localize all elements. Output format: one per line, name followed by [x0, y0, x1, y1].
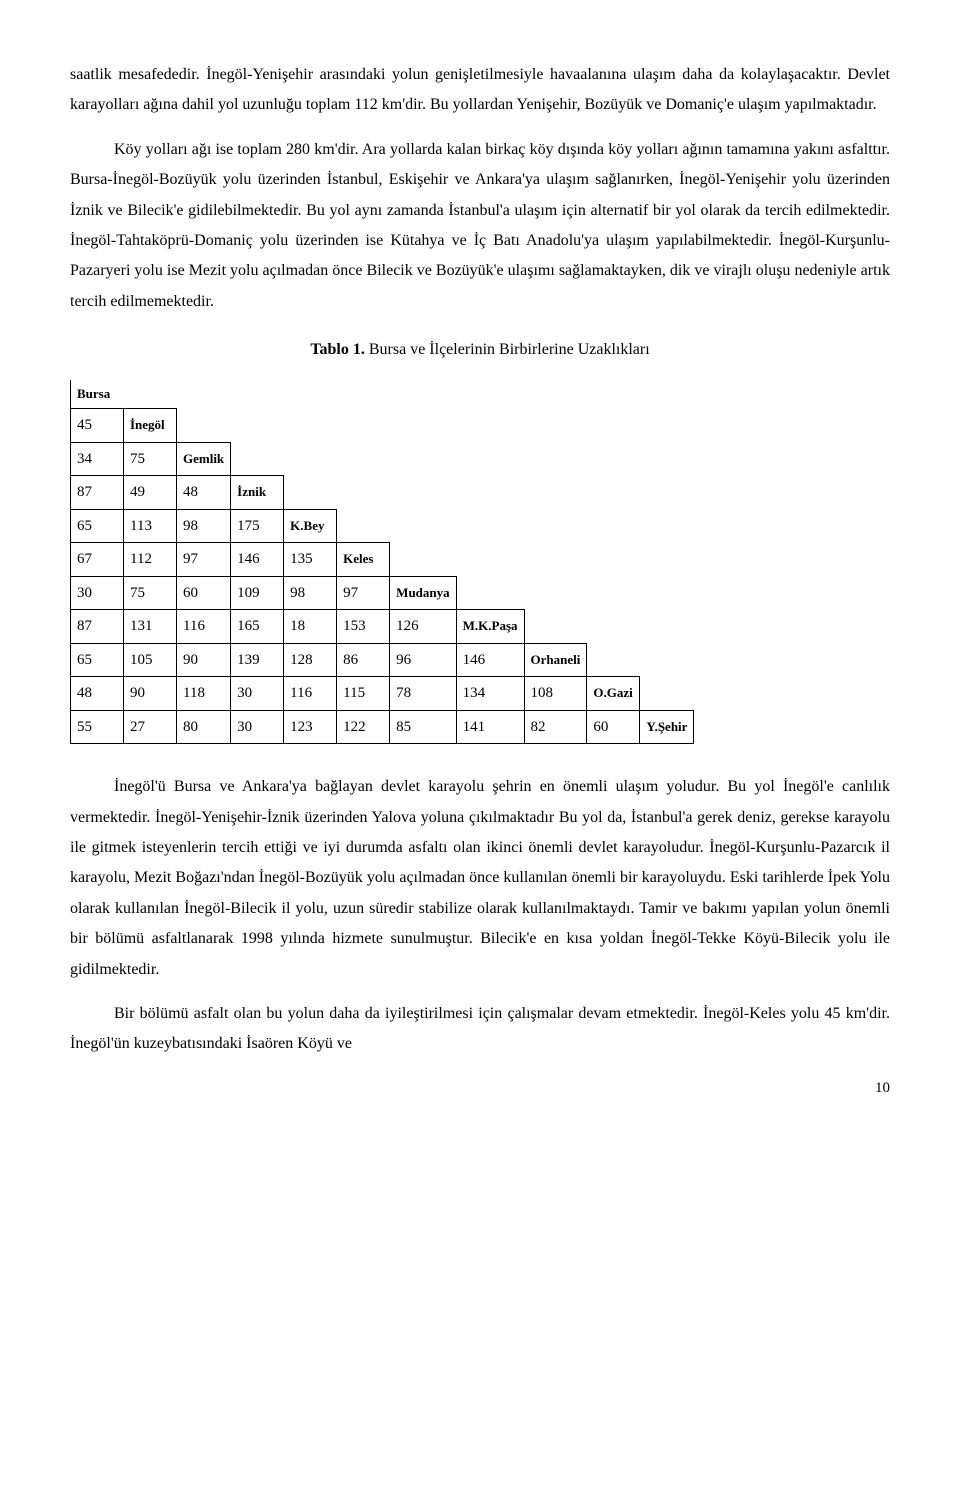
table-label: O.Gazi [587, 677, 640, 711]
table-cell: 146 [456, 643, 524, 677]
table-cell: 108 [524, 677, 587, 711]
table-cell: 115 [337, 677, 390, 711]
table-cell: 75 [124, 442, 177, 476]
table-label: Bursa [71, 380, 124, 409]
table-cell: 175 [231, 509, 284, 543]
table-cell: 97 [177, 543, 231, 577]
paragraph-3: İnegöl'ü Bursa ve Ankara'ya bağlayan dev… [70, 772, 890, 985]
table-cell: 113 [124, 509, 177, 543]
table-cell: 18 [284, 610, 337, 644]
table-cell: 67 [71, 543, 124, 577]
table-label: Gemlik [177, 442, 231, 476]
page-number: 10 [70, 1074, 890, 1103]
table-label: İnegöl [124, 409, 177, 443]
table-cell: 34 [71, 442, 124, 476]
table-cell: 123 [284, 710, 337, 744]
table-cell: 97 [337, 576, 390, 610]
table-cell: 45 [71, 409, 124, 443]
table-cell: 165 [231, 610, 284, 644]
table-cell: 118 [177, 677, 231, 711]
table-label: Mudanya [390, 576, 456, 610]
table-cell: 105 [124, 643, 177, 677]
table-cell: 48 [71, 677, 124, 711]
paragraph-2: Köy yolları ağı ise toplam 280 km'dir. A… [70, 135, 890, 317]
table-cell: 80 [177, 710, 231, 744]
table-label: Orhaneli [524, 643, 587, 677]
table-cell: 60 [177, 576, 231, 610]
table-cell: 75 [124, 576, 177, 610]
table-cell: 126 [390, 610, 456, 644]
table-cell: 30 [71, 576, 124, 610]
table-cell: 141 [456, 710, 524, 744]
table-cell: 116 [284, 677, 337, 711]
table-label: K.Bey [284, 509, 337, 543]
table-cell: 55 [71, 710, 124, 744]
table-cell: 30 [231, 677, 284, 711]
table-cell: 98 [284, 576, 337, 610]
paragraph-1: saatlik mesafededir. İnegöl-Yenişehir ar… [70, 60, 890, 121]
table-cell: 96 [390, 643, 456, 677]
table-cell: 128 [284, 643, 337, 677]
table-cell: 60 [587, 710, 640, 744]
table-cell: 135 [284, 543, 337, 577]
table-title-rest: Bursa ve İlçelerinin Birbirlerine Uzaklı… [365, 341, 650, 358]
table-cell: 27 [124, 710, 177, 744]
paragraph-4: Bir bölümü asfalt olan bu yolun daha da … [70, 999, 890, 1060]
table-cell: 87 [71, 476, 124, 510]
table-cell: 48 [177, 476, 231, 510]
table-cell: 85 [390, 710, 456, 744]
table-title: Tablo 1. Bursa ve İlçelerinin Birbirleri… [70, 335, 890, 365]
table-label: Y.Şehir [640, 710, 694, 744]
table-cell: 78 [390, 677, 456, 711]
table-cell: 82 [524, 710, 587, 744]
table-cell: 139 [231, 643, 284, 677]
table-cell: 153 [337, 610, 390, 644]
table-cell: 109 [231, 576, 284, 610]
table-cell: 86 [337, 643, 390, 677]
table-cell: 65 [71, 509, 124, 543]
table-cell: 122 [337, 710, 390, 744]
table-cell: 112 [124, 543, 177, 577]
table-cell: 131 [124, 610, 177, 644]
table-cell: 146 [231, 543, 284, 577]
distance-table: Bursa 45 İnegöl 34 75 Gemlik 87 49 48 İz… [70, 380, 694, 745]
table-cell: 90 [124, 677, 177, 711]
table-title-bold: Tablo 1. [310, 341, 365, 358]
table-label: M.K.Paşa [456, 610, 524, 644]
table-cell: 30 [231, 710, 284, 744]
table-cell: 134 [456, 677, 524, 711]
table-label: Keles [337, 543, 390, 577]
table-cell: 90 [177, 643, 231, 677]
table-cell: 65 [71, 643, 124, 677]
table-label: İznik [231, 476, 284, 510]
table-cell: 98 [177, 509, 231, 543]
table-cell: 87 [71, 610, 124, 644]
table-cell: 116 [177, 610, 231, 644]
table-cell: 49 [124, 476, 177, 510]
